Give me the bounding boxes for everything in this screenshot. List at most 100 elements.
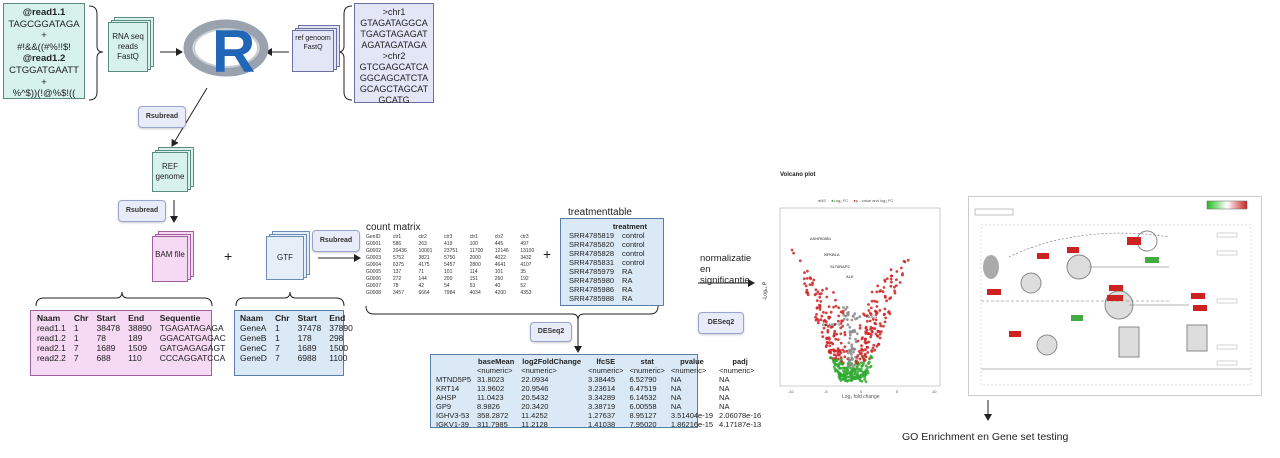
volcano-point: [852, 377, 856, 381]
table-row: G0004 6375 4175 5457 2800 4641 4107: [362, 262, 542, 269]
volcano-point: [792, 251, 795, 255]
table-cell: 1.27637: [588, 411, 616, 420]
volcano-point: [860, 344, 863, 348]
volcano-point: [864, 373, 868, 377]
volcano-point: [818, 308, 822, 311]
table-cell: 3.38719: [588, 402, 616, 411]
volcano-legend: ●NS ●Log₂ FC ●p - value and log₂ FC: [818, 198, 894, 203]
table-cell: 20.9546: [521, 384, 549, 393]
table-cell: 35: [520, 269, 526, 275]
table-cell: 4353: [520, 290, 532, 296]
volcano-point: [821, 335, 825, 338]
volcano-point: [839, 351, 843, 355]
volcano-point: [837, 319, 840, 323]
volcano-point: [856, 373, 859, 377]
volcano-point: [858, 326, 862, 330]
volcano-point: [851, 365, 855, 368]
volcano-point: [869, 306, 873, 310]
table-cell: 7984: [444, 290, 456, 296]
volcano-point: [815, 306, 819, 309]
volcano-point: [825, 337, 829, 341]
table-cell: G0008: [366, 290, 382, 296]
fastq-line: @read1.1: [22, 7, 66, 18]
table-cell: MTND5P5: [436, 375, 472, 384]
volcano-point: [849, 374, 852, 378]
volcano-gene-label: INSMDP3: [822, 322, 841, 327]
table-cell: 11.4252: [521, 411, 548, 420]
volcano-point: [859, 373, 863, 377]
table-cell: 23751: [444, 248, 458, 254]
table-row: AHSP 11.0423 20.5432 3.34289 6.14532 NA NA: [433, 393, 764, 402]
volcano-gene-label: ALK: [846, 274, 854, 279]
volcano-point: [883, 312, 886, 316]
volcano-point: [878, 332, 882, 336]
volcano-point: [881, 290, 885, 294]
volcano-point: [876, 335, 880, 338]
table-row: GeneB 1 178 298: [236, 333, 357, 343]
volcano-point: [804, 284, 808, 288]
r-logo-letter: R: [212, 18, 256, 85]
table-cell: 4022: [494, 255, 506, 261]
fastq-reads-box: @read1.1 TAGCGGATAGA + #!&&((#%!!$! @read1.2…: [3, 3, 85, 99]
table-cell: TGAGATAGAGA: [159, 323, 224, 333]
table-cell: 2.06078e-16: [719, 411, 762, 420]
volcano-point: [831, 325, 834, 329]
volcano-point: [818, 303, 821, 307]
reads-brace: [88, 5, 104, 101]
table-cell: 101: [444, 269, 453, 275]
table-cell: 3821: [418, 255, 430, 261]
volcano-point: [855, 332, 859, 336]
volcano-point: [843, 333, 847, 337]
volcano-point: [812, 278, 816, 282]
volcano-point: [837, 314, 841, 318]
genome-line: GTAGATAGGCA: [360, 18, 428, 28]
table-cell: 53: [469, 283, 476, 289]
go-enrichment-label: GO Enrichment en Gene set testing: [902, 431, 1069, 443]
volcano-point: [843, 345, 847, 349]
volcano-point: [820, 314, 824, 318]
volcano-point: [805, 288, 809, 292]
volcano-point: [841, 324, 844, 328]
volcano-point: [876, 284, 880, 288]
table-row: GP9 8.9826 20.3420 3.38719 6.00558 NA NA: [433, 402, 764, 411]
volcano-point: [853, 347, 857, 351]
volcano-point: [854, 337, 857, 341]
table-cell: 137: [392, 269, 402, 275]
volcano-point: [864, 348, 867, 352]
volcano-point: [829, 356, 833, 359]
volcano-point: [821, 310, 825, 314]
volcano-point: [869, 355, 873, 359]
volcano-point: [871, 330, 874, 334]
table-row: read1.2 1 78 189 GGACATGAGAC: [33, 333, 230, 343]
volcano-point: [864, 380, 868, 384]
table-cell: 272: [392, 276, 402, 282]
volcano-point: [883, 280, 887, 283]
table-cell: 7: [274, 353, 280, 363]
volcano-point: [885, 299, 888, 303]
table-cell: CCCAGGATCCA: [159, 353, 226, 363]
volcano-point: [824, 311, 828, 315]
table-header-row: GenID ctr1 ctr2 ctr3 ctr1 ctr2 ctr3: [362, 234, 542, 241]
volcano-point: [822, 326, 826, 330]
bam-brace: [35, 291, 213, 307]
table-row: G0005 137 71 101 114 101 35: [362, 269, 542, 276]
volcano-point: [864, 364, 868, 367]
table-cell: 200: [444, 276, 453, 282]
volcano-point: [867, 303, 870, 306]
table-cell: 6375: [392, 262, 404, 268]
volcano-point: [811, 281, 814, 285]
table-cell: 11700: [469, 248, 484, 254]
legend-pvalue: p - value and log₂ FC: [855, 198, 894, 203]
volcano-point: [865, 345, 869, 349]
r-logo: R: [183, 18, 269, 86]
table-row: G0002 20436 10001 23751 11700 12146 13100: [362, 248, 542, 255]
volcano-point: [835, 369, 838, 373]
volcano-point: [849, 350, 853, 354]
table-cell: 4641: [494, 262, 506, 268]
table-cell: 1100: [329, 353, 348, 363]
table-cell: <numeric>: [629, 366, 665, 375]
volcano-point: [808, 283, 812, 286]
volcano-point: [842, 366, 846, 370]
volcano-point: [888, 297, 891, 301]
volcano-point: [850, 362, 853, 366]
